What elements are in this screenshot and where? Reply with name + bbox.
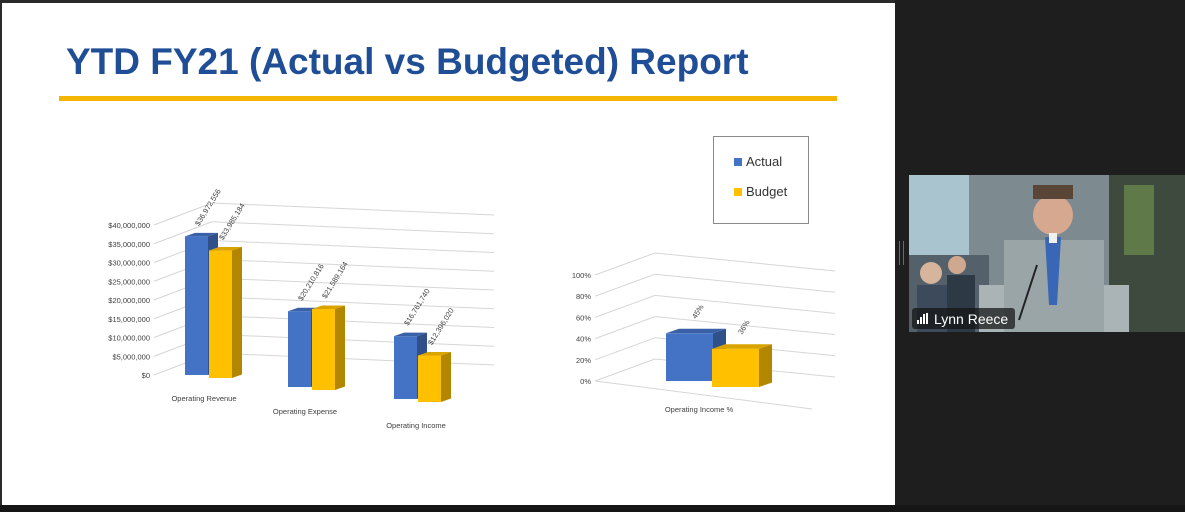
gridline (211, 315, 495, 328)
x-category-label: Operating Expense (273, 407, 337, 416)
bar-actual (394, 336, 417, 399)
y-tick-label: 60% (576, 313, 591, 322)
participant-name-badge: Lynn Reece (912, 308, 1016, 329)
data-label: 36% (736, 318, 752, 336)
gridline (211, 277, 495, 291)
bar-budget (712, 348, 759, 387)
data-label: $21,589,164 (320, 260, 350, 300)
y-tick-label: 80% (576, 292, 591, 301)
y-tick-label: $40,000,000 (108, 221, 150, 230)
floor-line (594, 380, 813, 410)
bar-budget-side (759, 344, 772, 387)
legend-item-actual: Actual (734, 154, 782, 169)
bar-actual (185, 236, 208, 375)
signal-strength-icon (917, 313, 928, 324)
gridline (654, 252, 836, 272)
financial-bar-chart: $0 $5,000,000 $10,000,000 $15,000,000 $20,00… (108, 188, 495, 430)
bar-budget-top (712, 344, 772, 349)
y-tick-label: $20,000,000 (108, 296, 150, 305)
y-tick-label: $25,000,000 (108, 277, 150, 286)
bar-actual (288, 311, 311, 387)
budget-swatch (734, 187, 742, 196)
bar-budget-side (232, 247, 242, 378)
gridline-depth (594, 358, 656, 382)
y-tick-label: $30,000,000 (108, 259, 150, 268)
bottom-bar (0, 505, 1185, 512)
income-percent-bar-chart: 0% 20% 40% 60% 80% 100% 45% 36% Operating Income… (572, 252, 836, 414)
bar-actual-top (185, 232, 218, 237)
y-tick-label: 40% (576, 335, 591, 344)
gridline (654, 273, 836, 293)
bar-budget-side (335, 305, 345, 390)
participant-name: Lynn Reece (934, 310, 1009, 327)
gridline (211, 258, 495, 272)
slide-title: YTD FY21 (Actual vs Budgeted) Report (66, 41, 749, 82)
x-category-label: Operating Revenue (171, 394, 236, 403)
y-tick-label: $35,000,000 (108, 240, 150, 249)
y-tick-label: $15,000,000 (108, 315, 150, 324)
data-label: $36,972,556 (193, 188, 223, 227)
gridline-depth (594, 273, 656, 297)
gridline (654, 294, 836, 314)
gridline (211, 202, 495, 216)
legend-label-budget: Budget (746, 184, 788, 199)
bar-actual (666, 333, 713, 381)
y-tick-label: 0% (580, 377, 591, 386)
gridline-depth (594, 252, 656, 276)
y-tick-label: $10,000,000 (108, 334, 150, 343)
chart-legend: Actual Budget (713, 136, 809, 224)
gridline (211, 352, 495, 366)
gridline-depth (594, 316, 656, 340)
y-tick-label: 20% (576, 356, 591, 365)
bar-budget-top (312, 305, 345, 310)
gridline-depth (594, 294, 656, 318)
gridline (211, 240, 495, 253)
participant-video-tile[interactable]: Lynn Reece (909, 175, 1185, 332)
gridline-depth (153, 221, 213, 245)
data-label: 45% (690, 303, 706, 321)
y-tick-label: $0 (142, 371, 150, 380)
title-underline (59, 96, 837, 101)
actual-swatch (734, 157, 742, 166)
bar-actual-top (666, 328, 726, 334)
gridline (211, 221, 495, 235)
legend-item-budget: Budget (734, 184, 787, 199)
legend-label-actual: Actual (746, 154, 783, 169)
data-label: $12,396,020 (426, 306, 456, 346)
bar-budget (418, 355, 441, 402)
gridline (211, 296, 495, 310)
x-category-label: Operating Income % (665, 405, 734, 414)
gridline-depth (153, 202, 213, 226)
data-label: $33,985,184 (217, 201, 247, 241)
panel-resize-handle[interactable] (899, 241, 904, 265)
bar-budget-top (418, 352, 451, 356)
bar-actual-top (394, 332, 427, 337)
gridline-depth (594, 337, 656, 361)
presentation-slide: YTD FY21 (Actual vs Budgeted) Report $0 $… (0, 0, 895, 505)
x-category-label: Operating Income (386, 421, 446, 430)
gridline (654, 316, 836, 336)
bar-budget-top (209, 247, 242, 251)
bar-budget-side (441, 352, 451, 402)
y-tick-label: $5,000,000 (112, 352, 150, 361)
bar-budget (209, 250, 232, 378)
bar-budget (312, 309, 335, 390)
y-tick-label: 100% (572, 271, 592, 280)
gridline (211, 333, 495, 347)
data-label: $16,761,740 (402, 287, 432, 327)
